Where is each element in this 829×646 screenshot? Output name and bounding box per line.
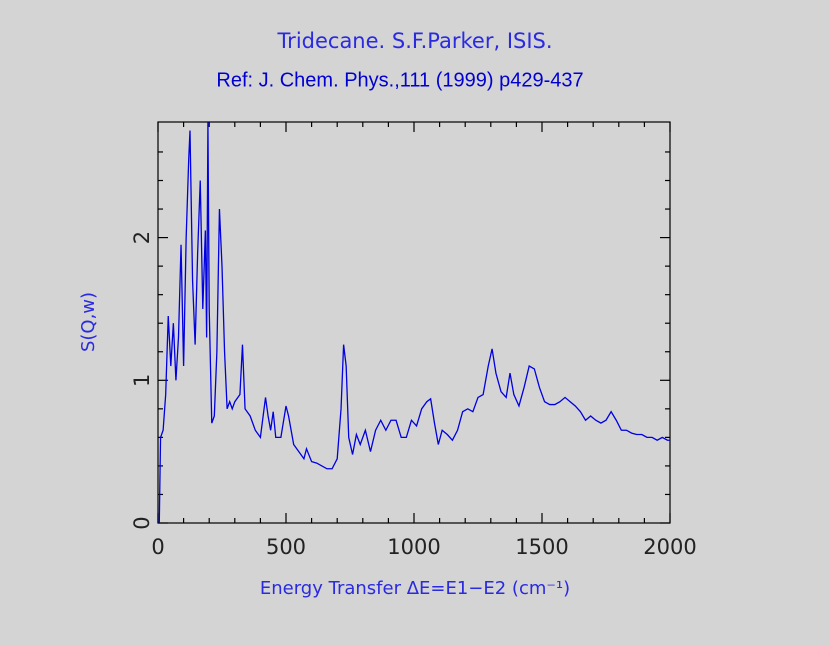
y-tick-label: 1 [130, 374, 154, 387]
x-tick-label: 1500 [515, 535, 568, 559]
x-tick-label: 0 [151, 535, 164, 559]
y-axis-label: S(Q,w) [78, 292, 99, 352]
chart-title: Tridecane. S.F.Parker, ISIS. [276, 29, 552, 53]
x-tick-label: 1000 [387, 535, 440, 559]
data-line [158, 121, 670, 524]
x-tick-label: 500 [266, 535, 306, 559]
x-axis-label: Energy Transfer ΔE=E1−E2 (cm⁻¹) [260, 578, 570, 599]
y-tick-label: 2 [130, 231, 154, 244]
x-tick-label: 2000 [643, 535, 696, 559]
y-tick-label: 0 [130, 516, 154, 529]
chart-subtitle: Ref: J. Chem. Phys.,111 (1999) p429-437 [216, 69, 583, 91]
